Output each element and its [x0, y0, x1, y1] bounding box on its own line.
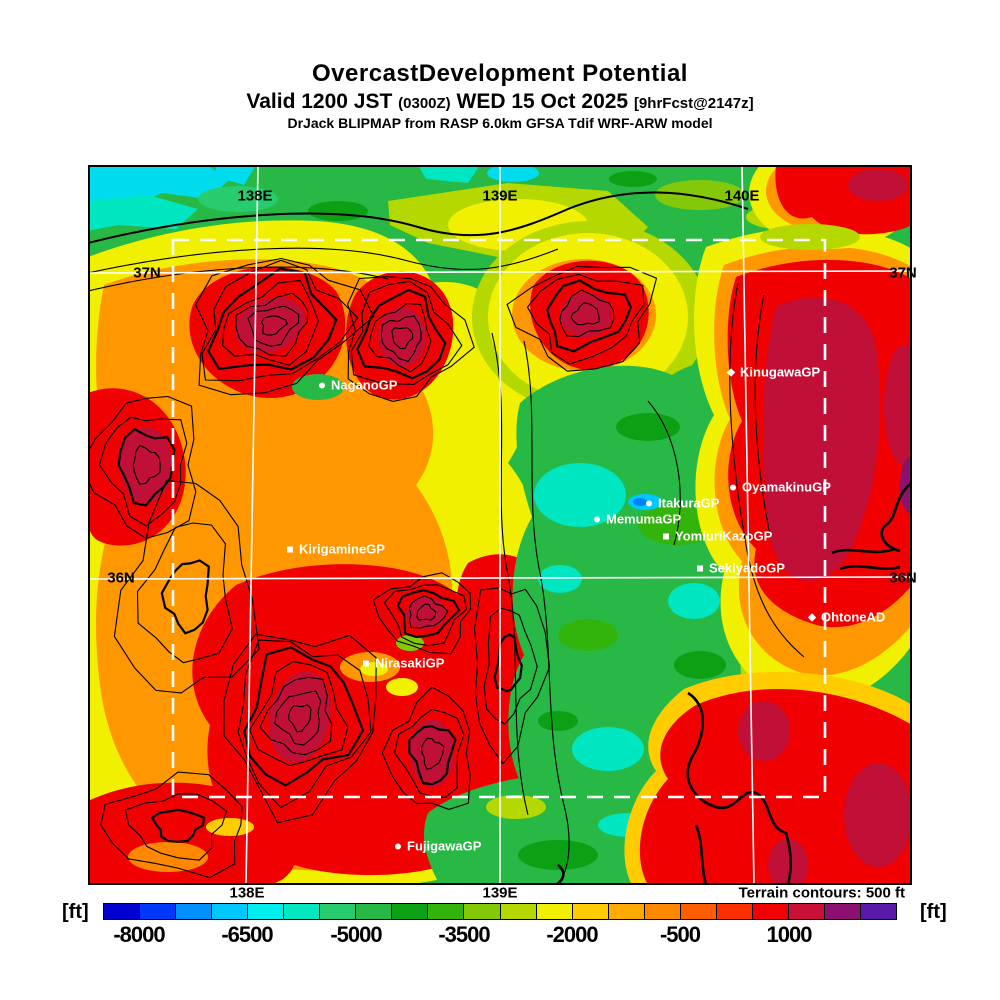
- site-marker-icon: [663, 533, 669, 539]
- colorbar-segment: [572, 904, 609, 919]
- colorbar-tick--6500: -6500: [221, 922, 273, 947]
- site-marker-icon: [697, 565, 703, 571]
- colorbar-segment: [176, 904, 213, 919]
- site-marker-icon: [730, 484, 736, 490]
- colorbar-segment: [428, 904, 465, 919]
- colorbar-segment: [464, 904, 501, 919]
- colorbar-segment: [212, 904, 249, 919]
- colorbar-segment: [608, 904, 645, 919]
- site-label-ItakuraGP: ItakuraGP: [646, 496, 719, 511]
- site-label-SekiyadoGP: SekiyadoGP: [697, 561, 785, 576]
- colorbar-segment: [536, 904, 573, 919]
- colorbar-tick--500: -500: [659, 922, 701, 947]
- colorbar-segment: [356, 904, 393, 919]
- site-marker-icon: [646, 500, 652, 506]
- site-name: OyamakinuGP: [742, 479, 831, 495]
- colorbar-segment: [680, 904, 717, 919]
- colorbar-segment: [140, 904, 177, 919]
- axis-label-139E: 139E: [482, 187, 518, 205]
- model-subtitle: DrJack BLIPMAP from RASP 6.0km GFSA Tdif…: [287, 114, 713, 131]
- site-label-KinugawaGP: KinugawaGP: [726, 364, 821, 380]
- colorbar-segment: [644, 904, 681, 919]
- title-block: OvercastDevelopment Potential Valid 1200…: [0, 60, 1000, 131]
- colorbar-segment: [716, 904, 753, 919]
- colorbar-tick--8000: -8000: [113, 922, 165, 947]
- legend-unit-left: [ft]: [62, 901, 89, 923]
- axis-label-140E: 140E: [724, 187, 760, 205]
- colorbar-segment: [320, 904, 357, 919]
- colorbar-segment: [104, 904, 141, 919]
- terrain-contours-note: Terrain contours: 500 ft: [738, 884, 905, 902]
- colorbar: [103, 903, 897, 920]
- legend-unit-right: [ft]: [920, 901, 947, 923]
- contour-map-canvas: [88, 165, 912, 885]
- site-marker-icon: [395, 843, 401, 849]
- axis-label-138E: 138E: [237, 187, 273, 205]
- site-name: NirasakiGP: [375, 655, 445, 671]
- site-marker-icon: [287, 546, 293, 552]
- valid-time-line: Valid 1200 JST (0300Z) WED 15 Oct 2025 […: [246, 89, 754, 113]
- site-label-NaganoGP: NaganoGP: [319, 378, 397, 393]
- colorbar-segment: [392, 904, 429, 919]
- site-name: NaganoGP: [331, 377, 398, 393]
- site-marker-icon: [726, 367, 736, 377]
- site-name: MemumaGP: [606, 511, 682, 527]
- colorbar-segment: [788, 904, 825, 919]
- colorbar-segment: [824, 904, 861, 919]
- zulu-time: (0300Z): [398, 94, 451, 112]
- site-label-FujigawaGP: FujigawaGP: [395, 839, 481, 854]
- page-title: OvercastDevelopment Potential: [312, 60, 688, 87]
- forecast-map: NaganoGP KinugawaGP OyamakinuGP ItakuraGP Me…: [88, 165, 912, 885]
- site-marker-icon: [363, 660, 369, 666]
- axis-label-37N: 37N: [133, 264, 161, 282]
- site-name: ItakuraGP: [658, 495, 720, 511]
- site-name: KinugawaGP: [740, 364, 821, 380]
- colorbar-segment: [284, 904, 321, 919]
- axis-label-36N: 36N: [107, 569, 135, 587]
- forecast-run: [9hrFcst@2147z]: [633, 94, 754, 112]
- colorbar-segment: [860, 904, 897, 919]
- site-label-YomiuriKazoGP: YomiuriKazoGP: [663, 529, 772, 544]
- colorbar-tick-1000: 1000: [766, 922, 813, 947]
- site-label-KirigamineGP: KirigamineGP: [287, 542, 385, 557]
- colorbar-segment: [248, 904, 285, 919]
- site-name: KirigamineGP: [299, 541, 385, 557]
- axis-label-36N: 36N: [889, 569, 917, 587]
- site-marker-icon: [319, 382, 325, 388]
- colorbar-tick--2000: -2000: [546, 922, 598, 947]
- site-name: OhtoneAD: [821, 609, 886, 625]
- site-marker-icon: [807, 612, 817, 622]
- colorbar-segment: [752, 904, 789, 919]
- axis-label-37N: 37N: [889, 264, 917, 282]
- site-name: FujigawaGP: [407, 838, 482, 854]
- site-name: SekiyadoGP: [709, 560, 785, 576]
- axis-label-139E: 139E: [482, 884, 518, 902]
- colorbar-segment: [500, 904, 537, 919]
- site-label-NirasakiGP: NirasakiGP: [363, 656, 444, 671]
- site-label-OhtoneAD: OhtoneAD: [807, 609, 886, 625]
- colorbar-tick--5000: -5000: [330, 922, 382, 947]
- colorbar-tick--3500: -3500: [438, 922, 490, 947]
- site-marker-icon: [594, 516, 600, 522]
- site-label-MemumaGP: MemumaGP: [594, 512, 681, 527]
- site-name: YomiuriKazoGP: [675, 528, 773, 544]
- axis-label-138E: 138E: [229, 884, 265, 902]
- site-label-OyamakinuGP: OyamakinuGP: [730, 480, 831, 495]
